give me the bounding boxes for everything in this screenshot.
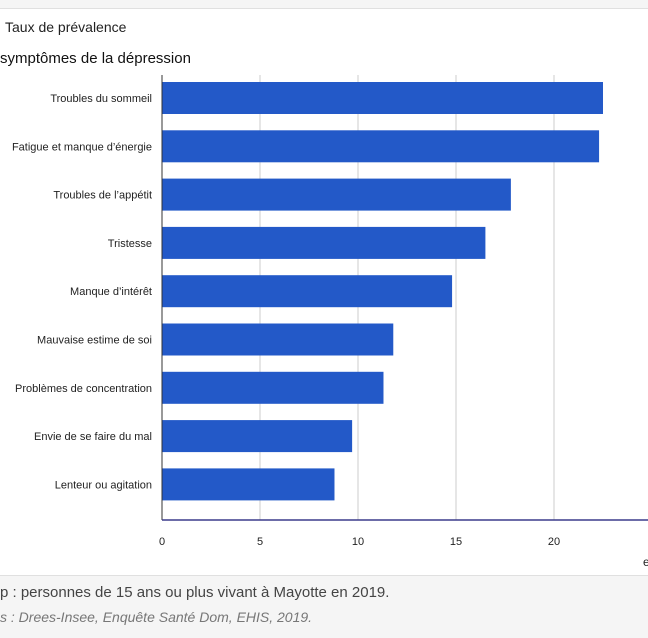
category-label-1: Fatigue et manque d’énergie	[12, 141, 152, 153]
category-label-8: Lenteur ou agitation	[55, 479, 152, 491]
x-tick-label-1: 5	[257, 536, 263, 548]
category-label-7: Envie de se faire du mal	[34, 431, 152, 443]
panel-title: Taux de prévalence	[5, 19, 127, 35]
bar-1	[162, 130, 600, 163]
category-label-3: Tristesse	[108, 238, 152, 250]
bar-0	[162, 82, 603, 114]
bar-2	[162, 178, 511, 211]
bar-4	[162, 275, 453, 308]
x-axis-label: e	[643, 555, 648, 569]
chart-title: symptômes de la dépression	[0, 50, 191, 67]
bar-6	[162, 371, 384, 404]
category-label-4: Manque d’intérêt	[70, 286, 152, 298]
chart-footnote: p : personnes de 15 ans ou plus vivant à…	[0, 584, 390, 601]
x-tick-label-2: 10	[352, 536, 364, 548]
x-tick-label-4: 20	[548, 536, 560, 548]
bar-5	[162, 323, 394, 356]
category-label-6: Problèmes de concentration	[15, 383, 152, 395]
bar-7	[162, 420, 353, 453]
category-label-5: Mauvaise estime de soi	[37, 335, 152, 347]
x-tick-label-3: 15	[450, 536, 462, 548]
category-label-2: Troubles de l’appétit	[53, 190, 152, 202]
category-label-0: Troubles du sommeil	[50, 93, 152, 105]
bar-8	[162, 468, 335, 501]
chart-source: s : Drees-Insee, Enquête Santé Dom, EHIS…	[0, 609, 313, 625]
x-tick-label-0: 0	[159, 536, 165, 548]
bar-3	[162, 226, 486, 259]
bar-chart: Troubles du sommeil Fatigue et manque d’é…	[12, 75, 648, 569]
